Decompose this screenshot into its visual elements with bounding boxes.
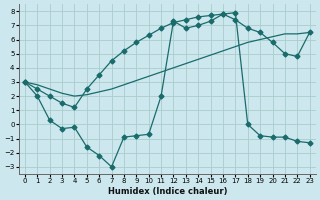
X-axis label: Humidex (Indice chaleur): Humidex (Indice chaleur): [108, 187, 227, 196]
